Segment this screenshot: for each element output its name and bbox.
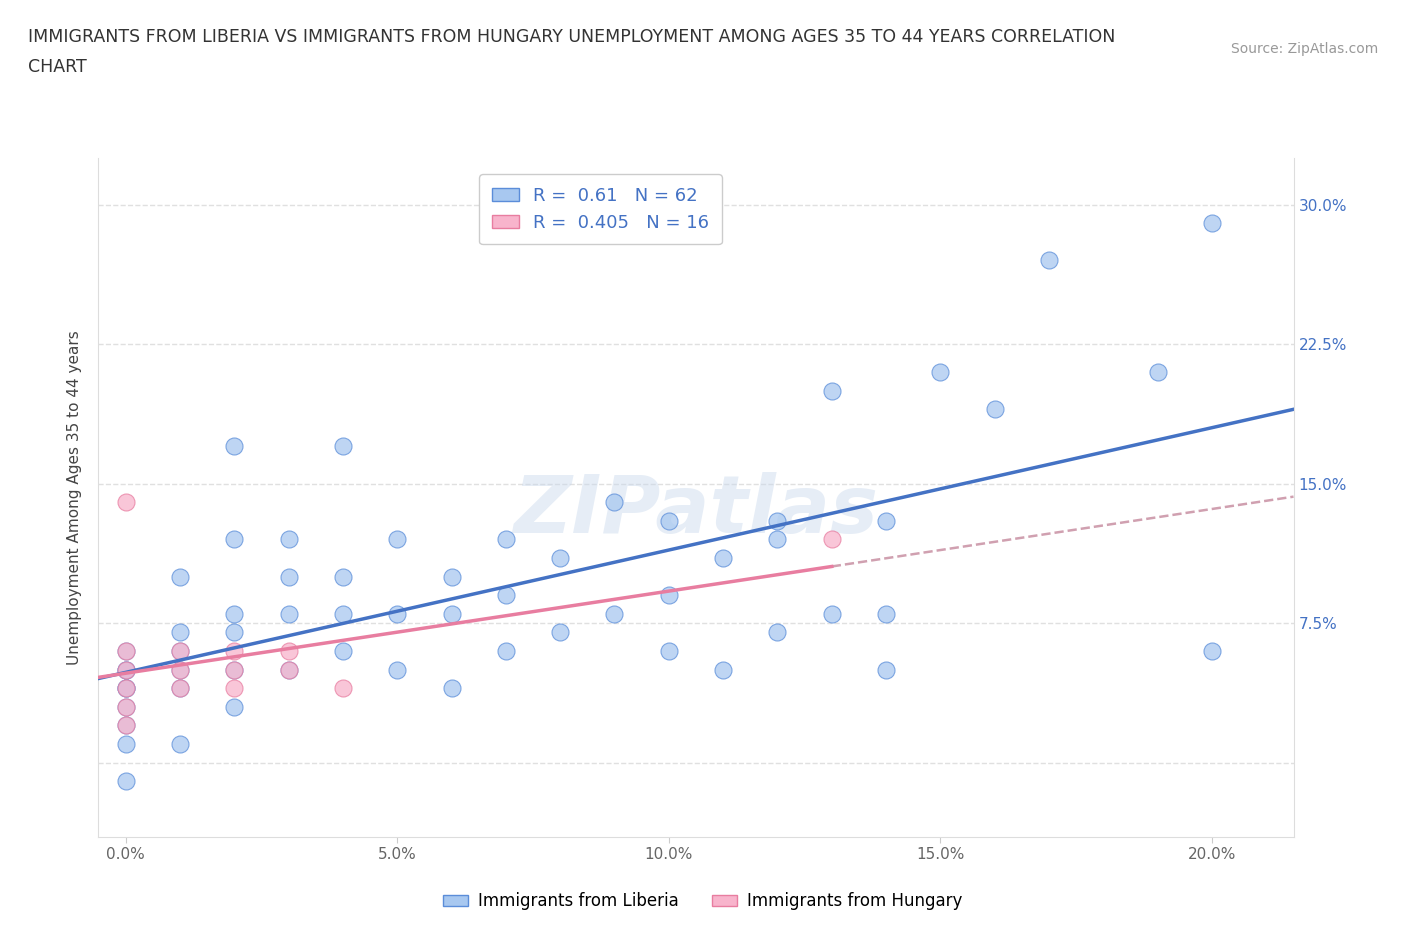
- Point: [224, 699, 246, 714]
- Point: [766, 625, 789, 640]
- Point: [821, 532, 844, 547]
- Point: [440, 681, 463, 696]
- Point: [495, 644, 517, 658]
- Point: [440, 569, 463, 584]
- Point: [169, 625, 191, 640]
- Point: [224, 681, 246, 696]
- Point: [114, 737, 136, 751]
- Point: [277, 606, 299, 621]
- Point: [114, 718, 136, 733]
- Point: [548, 625, 571, 640]
- Text: IMMIGRANTS FROM LIBERIA VS IMMIGRANTS FROM HUNGARY UNEMPLOYMENT AMONG AGES 35 TO: IMMIGRANTS FROM LIBERIA VS IMMIGRANTS FR…: [28, 28, 1115, 46]
- Point: [385, 662, 409, 677]
- Point: [711, 551, 734, 565]
- Point: [114, 644, 136, 658]
- Point: [169, 737, 191, 751]
- Point: [711, 662, 734, 677]
- Point: [114, 681, 136, 696]
- Point: [169, 662, 191, 677]
- Y-axis label: Unemployment Among Ages 35 to 44 years: Unemployment Among Ages 35 to 44 years: [67, 330, 83, 665]
- Point: [224, 662, 246, 677]
- Point: [929, 365, 952, 379]
- Text: Source: ZipAtlas.com: Source: ZipAtlas.com: [1230, 42, 1378, 56]
- Legend: Immigrants from Liberia, Immigrants from Hungary: Immigrants from Liberia, Immigrants from…: [437, 885, 969, 917]
- Point: [114, 774, 136, 789]
- Point: [1146, 365, 1168, 379]
- Point: [114, 718, 136, 733]
- Point: [658, 588, 681, 603]
- Point: [766, 513, 789, 528]
- Point: [114, 644, 136, 658]
- Text: ZIPatlas: ZIPatlas: [513, 472, 879, 551]
- Point: [1201, 216, 1223, 231]
- Point: [603, 606, 626, 621]
- Point: [277, 662, 299, 677]
- Point: [114, 495, 136, 510]
- Point: [277, 532, 299, 547]
- Point: [114, 662, 136, 677]
- Point: [1201, 644, 1223, 658]
- Point: [603, 495, 626, 510]
- Point: [114, 699, 136, 714]
- Point: [169, 662, 191, 677]
- Point: [495, 532, 517, 547]
- Point: [332, 681, 354, 696]
- Point: [495, 588, 517, 603]
- Point: [875, 513, 897, 528]
- Point: [821, 383, 844, 398]
- Point: [821, 606, 844, 621]
- Point: [224, 662, 246, 677]
- Point: [169, 681, 191, 696]
- Point: [440, 606, 463, 621]
- Point: [875, 662, 897, 677]
- Point: [224, 532, 246, 547]
- Point: [169, 644, 191, 658]
- Point: [114, 681, 136, 696]
- Point: [332, 569, 354, 584]
- Point: [224, 644, 246, 658]
- Point: [385, 532, 409, 547]
- Point: [169, 681, 191, 696]
- Legend: R =  0.61   N = 62, R =  0.405   N = 16: R = 0.61 N = 62, R = 0.405 N = 16: [479, 174, 721, 245]
- Point: [224, 439, 246, 454]
- Text: CHART: CHART: [28, 58, 87, 75]
- Point: [114, 699, 136, 714]
- Point: [548, 551, 571, 565]
- Point: [1038, 253, 1060, 268]
- Point: [114, 681, 136, 696]
- Point: [277, 644, 299, 658]
- Point: [224, 625, 246, 640]
- Point: [224, 606, 246, 621]
- Point: [277, 569, 299, 584]
- Point: [984, 402, 1007, 417]
- Point: [658, 644, 681, 658]
- Point: [332, 644, 354, 658]
- Point: [169, 644, 191, 658]
- Point: [385, 606, 409, 621]
- Point: [114, 662, 136, 677]
- Point: [332, 439, 354, 454]
- Point: [114, 662, 136, 677]
- Point: [766, 532, 789, 547]
- Point: [875, 606, 897, 621]
- Point: [332, 606, 354, 621]
- Point: [658, 513, 681, 528]
- Point: [169, 569, 191, 584]
- Point: [277, 662, 299, 677]
